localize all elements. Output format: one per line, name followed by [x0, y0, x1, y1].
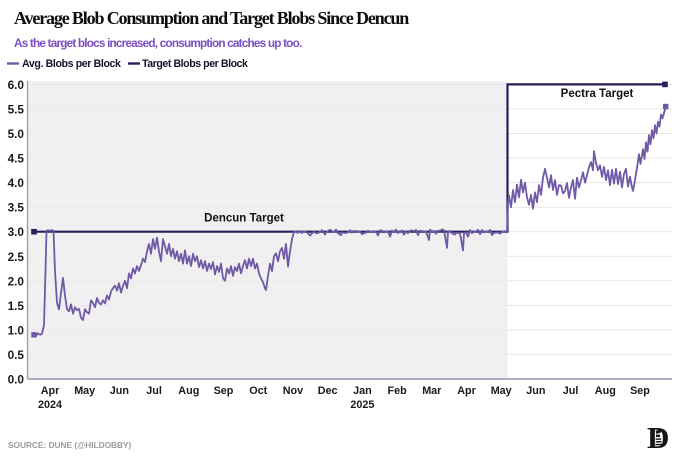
svg-text:Apr: Apr: [41, 385, 60, 397]
svg-text:May: May: [491, 385, 512, 397]
svg-text:Dencun Target: Dencun Target: [204, 213, 284, 225]
svg-text:Mar: Mar: [422, 385, 442, 397]
svg-text:Jun: Jun: [110, 385, 129, 397]
svg-text:D: D: [647, 420, 669, 455]
svg-text:2.0: 2.0: [8, 274, 25, 288]
svg-text:May: May: [74, 385, 95, 397]
svg-text:Jul: Jul: [563, 385, 579, 397]
svg-text:Nov: Nov: [283, 385, 303, 397]
svg-text:0.5: 0.5: [8, 348, 25, 362]
svg-text:5.5: 5.5: [8, 102, 25, 116]
svg-text:1.5: 1.5: [8, 299, 25, 313]
svg-text:Avg. Blobs per Block: Avg. Blobs per Block: [22, 58, 121, 70]
svg-text:3.0: 3.0: [8, 225, 25, 239]
svg-text:Feb: Feb: [387, 385, 407, 397]
svg-text:Target Blobs per Block: Target Blobs per Block: [142, 58, 248, 70]
svg-text:3.5: 3.5: [8, 201, 25, 215]
svg-text:Dec: Dec: [318, 385, 338, 397]
svg-text:1.0: 1.0: [8, 323, 25, 337]
svg-text:Aug: Aug: [178, 385, 199, 397]
svg-text:Oct: Oct: [249, 385, 267, 397]
svg-text:Aug: Aug: [595, 385, 616, 397]
svg-text:2024: 2024: [38, 399, 62, 411]
svg-text:SOURCE: DUNE (@HILDOBBY): SOURCE: DUNE (@HILDOBBY): [8, 440, 132, 450]
svg-text:5.0: 5.0: [8, 127, 25, 141]
svg-text:Jan: Jan: [353, 385, 372, 397]
svg-text:Pectra Target: Pectra Target: [561, 88, 634, 100]
svg-text:Average Blob Consumption and T: Average Blob Consumption and Target Blob…: [14, 8, 409, 28]
svg-text:Sep: Sep: [214, 385, 234, 397]
svg-text:4.0: 4.0: [8, 176, 25, 190]
svg-text:As the target blocs increased,: As the target blocs increased, consumpti…: [14, 36, 302, 50]
svg-text:Jul: Jul: [146, 385, 162, 397]
svg-text:Jun: Jun: [526, 385, 545, 397]
svg-text:4.5: 4.5: [8, 152, 25, 166]
svg-text:6.0: 6.0: [8, 78, 25, 92]
svg-text:Apr: Apr: [457, 385, 476, 397]
svg-text:2025: 2025: [350, 399, 374, 411]
svg-text:0.0: 0.0: [8, 373, 25, 387]
svg-text:2.5: 2.5: [8, 250, 25, 264]
svg-text:Sep: Sep: [630, 385, 650, 397]
